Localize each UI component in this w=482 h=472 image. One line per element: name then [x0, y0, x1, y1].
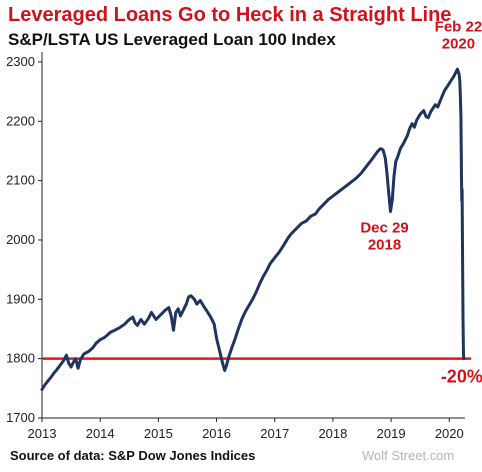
annotation-trough-label: 2018 — [368, 236, 401, 253]
series-line — [40, 67, 466, 391]
chart-subtitle: S&P/LSTA US Leveraged Loan 100 Index — [8, 30, 336, 49]
x-tick-label: 2015 — [144, 426, 173, 441]
source-note: Source of data: S&P Dow Jones Indices — [10, 448, 256, 463]
y-tick-label: 2000 — [6, 232, 35, 247]
y-tick-label: 2300 — [6, 54, 35, 69]
x-tick-label: 2018 — [318, 426, 347, 441]
axes: 1700 1800 1900 2000 2100 2200 2300 2013 2014 2015… — [6, 52, 465, 441]
y-tick-label: 1900 — [6, 291, 35, 306]
y-tick-label: 2200 — [6, 113, 35, 128]
y-tick-label: 1700 — [6, 410, 35, 425]
y-tick-label: 1800 — [6, 351, 35, 366]
x-tick-label: 2017 — [260, 426, 289, 441]
annotation-decline-label: -20% — [441, 367, 482, 387]
x-tick-label: 2019 — [377, 426, 406, 441]
annotation-peak-label: 2020 — [442, 36, 475, 53]
x-tick-label: 2016 — [202, 426, 231, 441]
y-tick-label: 2100 — [6, 173, 35, 188]
annotation-peak-label: Feb 22 — [435, 19, 482, 36]
x-tick-label: 2020 — [435, 426, 464, 441]
annotation-trough-label: Dec 29 — [360, 219, 408, 236]
chart-title: Leveraged Loans Go to Heck in a Straight… — [8, 4, 452, 26]
plot-area — [40, 67, 471, 391]
x-tick-label: 2013 — [28, 426, 57, 441]
x-tick-label: 2014 — [86, 426, 115, 441]
watermark: Wolf Street.com — [362, 448, 455, 463]
